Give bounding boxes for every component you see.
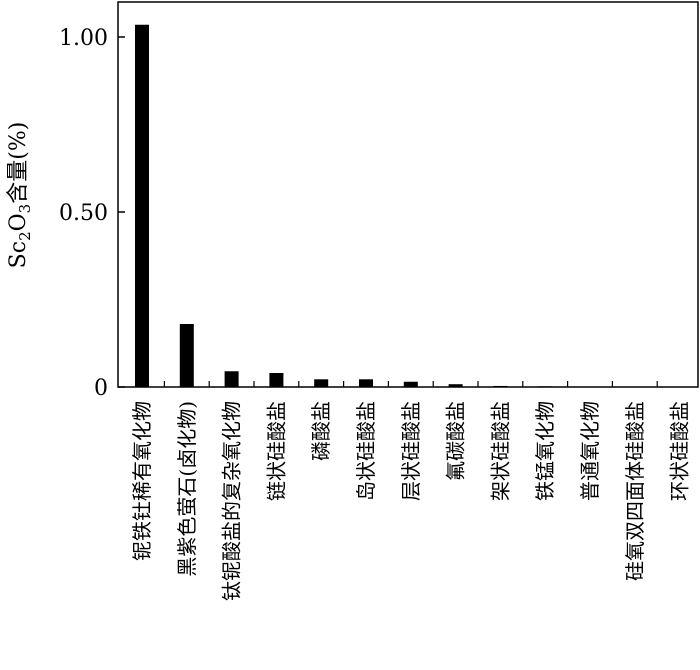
bar <box>135 24 149 387</box>
bar <box>538 386 553 387</box>
x-tick-label: 钛铌酸盐的复杂氧化物 <box>220 401 244 601</box>
x-tick-label: 铌铁钍稀有氧化物 <box>130 401 154 561</box>
bar <box>448 384 463 387</box>
bar <box>224 371 239 387</box>
bar <box>314 379 329 387</box>
bar <box>493 385 508 387</box>
x-tick-label: 普通氧化物 <box>578 401 602 501</box>
x-tick-label: 氟碳酸盐 <box>444 401 468 481</box>
x-tick-label: 黑紫色萤石(卤化物) <box>175 401 199 577</box>
bar <box>179 324 194 387</box>
bar <box>269 373 284 387</box>
x-tick-label: 铁锰氧化物 <box>533 401 557 501</box>
x-tick-label: 层状硅酸盐 <box>399 401 423 501</box>
x-axis: 铌铁钍稀有氧化物 黑紫色萤石(卤化物) 钛铌酸盐的复杂氧化物 链状硅酸盐 磷酸盐 岛状硅酸… <box>130 381 692 601</box>
bar <box>359 379 373 387</box>
x-tick-label: 架状硅酸盐 <box>488 401 512 501</box>
x-tick-label: 链状硅酸盐 <box>264 401 288 501</box>
x-tick-label: 岛状硅酸盐 <box>354 401 378 501</box>
y-tick-label: 0 <box>94 376 108 401</box>
plot-frame <box>117 1 699 388</box>
y-tick-label: 1.00 <box>59 26 108 51</box>
bar <box>403 381 418 387</box>
bars <box>135 24 553 387</box>
x-tick-label: 环状硅酸盐 <box>668 401 692 501</box>
y-axis-title: Sc2O3含量(%) <box>6 122 34 269</box>
x-tick-label: 硅氧双四面体硅酸盐 <box>623 401 647 581</box>
x-tick-label: 磷酸盐 <box>309 401 333 461</box>
y-tick-label: 0.50 <box>59 201 108 226</box>
y-axis: 0 0.50 1.00 <box>59 26 125 401</box>
